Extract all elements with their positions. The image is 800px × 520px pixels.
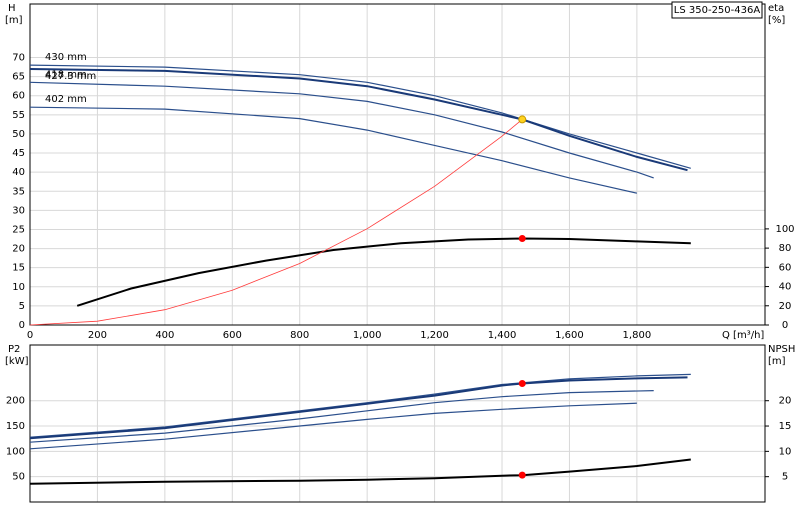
y-tick-label: 100 — [6, 446, 25, 457]
curve — [29, 119, 523, 326]
curve-label: 418 mm — [45, 69, 87, 80]
x-tick-label: 1,400 — [488, 330, 517, 341]
curve — [29, 373, 691, 438]
y-tick-label: 15 — [12, 263, 25, 274]
y2-tick-label: 10 — [779, 446, 792, 457]
y2-tick-label: 20 — [779, 396, 792, 407]
y-tick-label: 65 — [12, 72, 25, 83]
curve — [29, 376, 688, 440]
y2-tick-label: 100 — [775, 224, 794, 235]
curve — [29, 68, 688, 172]
x-tick-label: 1,000 — [353, 330, 382, 341]
y-tick-label: 50 — [12, 472, 25, 483]
y2-tick-label: 5 — [782, 472, 788, 483]
curve — [29, 106, 638, 194]
y2-tick-label: 20 — [779, 301, 792, 312]
x-tick-label: 1,200 — [420, 330, 449, 341]
y2-axis-unit: [%] — [768, 15, 785, 26]
y-axis-unit: [m] — [5, 15, 23, 26]
y-tick-label: 45 — [12, 148, 25, 159]
curve — [29, 458, 691, 485]
chart-title: LS 350-250-436A — [674, 5, 761, 16]
x-tick-label: 1,800 — [623, 330, 652, 341]
curve-label: 402 mm — [45, 94, 87, 105]
y2-axis-unit: [m] — [768, 356, 786, 367]
x-axis-label: Q [m³/h] — [722, 330, 764, 341]
y-tick-label: 60 — [12, 91, 25, 102]
y-tick-label: 35 — [12, 186, 25, 197]
y-tick-label: 200 — [6, 396, 25, 407]
y2-axis-label: NPSH — [768, 344, 795, 355]
y-tick-label: 50 — [12, 129, 25, 140]
plot-frame — [29, 344, 766, 503]
y-tick-label: 0 — [19, 320, 25, 331]
x-tick-label: 0 — [27, 330, 33, 341]
y-tick-label: 40 — [12, 167, 25, 178]
x-tick-label: 800 — [290, 330, 309, 341]
curve — [29, 81, 654, 179]
operating-point — [518, 471, 526, 479]
curve — [29, 390, 654, 443]
y-tick-label: 25 — [12, 224, 25, 235]
y-axis-unit: [kW] — [5, 356, 29, 367]
y2-tick-label: 40 — [779, 282, 792, 293]
x-tick-label: 600 — [223, 330, 242, 341]
y2-tick-label: 80 — [779, 243, 792, 254]
plot-frame — [29, 3, 766, 326]
y2-tick-label: 60 — [779, 262, 792, 273]
y2-tick-label: 15 — [779, 421, 792, 432]
y-tick-label: 5 — [19, 301, 25, 312]
curve — [29, 64, 691, 169]
x-tick-label: 400 — [155, 330, 174, 341]
y-axis-label: H — [8, 3, 16, 14]
operating-point — [518, 115, 527, 124]
y-tick-label: 20 — [12, 244, 25, 255]
curve-label: 427.3 mm — [45, 71, 96, 82]
curve — [29, 402, 637, 450]
operating-point — [518, 379, 526, 387]
y-tick-label: 10 — [12, 282, 25, 293]
title-box — [671, 1, 763, 19]
y-tick-label: 55 — [12, 110, 25, 121]
operating-point — [518, 235, 526, 243]
y-axis-label: P2 — [8, 344, 20, 355]
y2-tick-label: 0 — [782, 320, 788, 331]
curve — [76, 237, 691, 307]
curve-label: 430 mm — [45, 52, 87, 63]
x-tick-label: 200 — [88, 330, 107, 341]
y-tick-label: 70 — [12, 53, 25, 64]
y-tick-label: 30 — [12, 205, 25, 216]
y2-axis-label: eta — [768, 3, 784, 14]
x-tick-label: 1,600 — [555, 330, 584, 341]
y-tick-label: 150 — [6, 421, 25, 432]
